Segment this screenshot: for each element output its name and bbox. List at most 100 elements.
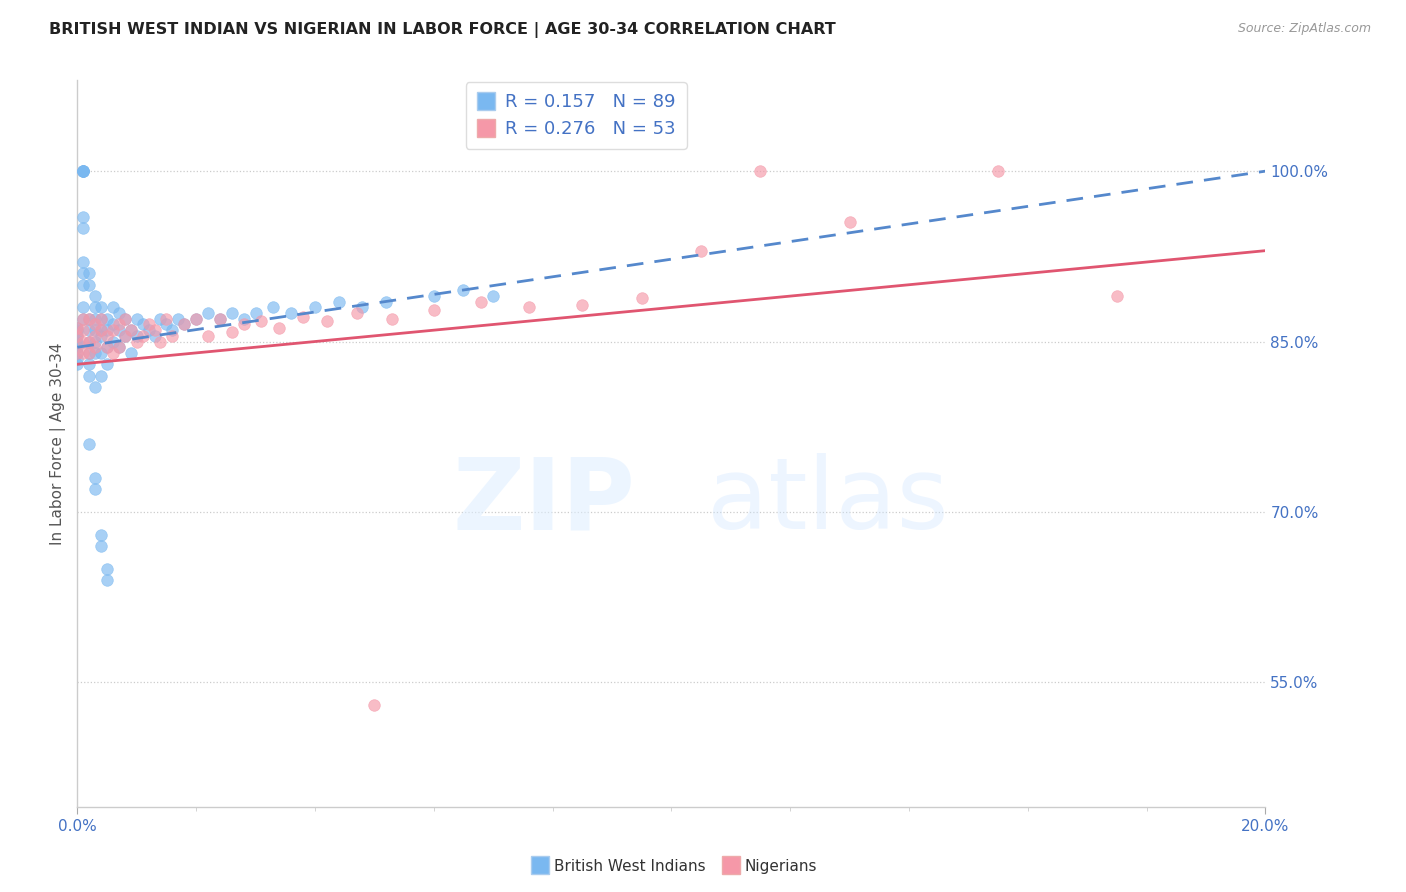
Point xyxy=(90,539,112,553)
Point xyxy=(162,323,184,337)
Point xyxy=(96,562,118,576)
Point xyxy=(197,306,219,320)
Point xyxy=(186,311,208,326)
Point xyxy=(72,221,94,235)
Point xyxy=(72,277,94,292)
Point xyxy=(77,311,100,326)
Point xyxy=(72,164,94,178)
Point xyxy=(90,527,112,541)
Point xyxy=(143,323,166,337)
Point xyxy=(66,346,89,360)
Point xyxy=(77,368,100,383)
Point xyxy=(84,482,107,496)
Point xyxy=(84,471,107,485)
Point xyxy=(90,311,112,326)
Point xyxy=(108,340,131,354)
Point xyxy=(221,306,243,320)
Point xyxy=(66,323,89,337)
Point xyxy=(114,311,136,326)
Point xyxy=(90,368,112,383)
Point xyxy=(375,294,398,309)
Point xyxy=(96,340,118,354)
Point xyxy=(125,311,148,326)
Point xyxy=(346,306,368,320)
Point xyxy=(72,164,94,178)
Point xyxy=(77,277,100,292)
Point xyxy=(72,301,94,315)
Point xyxy=(108,306,131,320)
Point xyxy=(749,164,772,178)
Point xyxy=(84,323,107,337)
Point xyxy=(90,301,112,315)
Point xyxy=(72,266,94,280)
Point xyxy=(84,318,107,332)
Point xyxy=(1105,289,1128,303)
Point xyxy=(381,311,404,326)
Point xyxy=(269,321,291,335)
Point xyxy=(186,311,208,326)
Point xyxy=(77,346,100,360)
Point xyxy=(138,318,160,332)
Point xyxy=(352,301,374,315)
Point xyxy=(77,346,100,360)
Point xyxy=(96,311,118,326)
Point xyxy=(114,311,136,326)
Point xyxy=(90,323,112,337)
Point xyxy=(423,302,446,317)
Point xyxy=(131,318,153,332)
Legend: British West Indians, Nigerians: British West Indians, Nigerians xyxy=(526,853,824,880)
Point xyxy=(120,323,142,337)
Point xyxy=(72,311,94,326)
Point xyxy=(571,298,593,312)
Point xyxy=(453,284,475,298)
Point xyxy=(72,334,94,349)
Point xyxy=(84,329,107,343)
Point xyxy=(482,289,505,303)
Point xyxy=(90,346,112,360)
Point xyxy=(232,318,254,332)
Point xyxy=(90,311,112,326)
Text: atlas: atlas xyxy=(707,453,949,550)
Point xyxy=(90,323,112,337)
Point xyxy=(304,301,326,315)
Point xyxy=(101,318,124,332)
Point xyxy=(96,323,118,337)
Point xyxy=(120,346,142,360)
Point xyxy=(84,311,107,326)
Point xyxy=(208,311,231,326)
Point xyxy=(77,266,100,280)
Text: Source: ZipAtlas.com: Source: ZipAtlas.com xyxy=(1237,22,1371,36)
Point xyxy=(155,311,177,326)
Point xyxy=(208,311,231,326)
Point xyxy=(72,311,94,326)
Point xyxy=(690,244,713,258)
Point xyxy=(630,292,652,306)
Point xyxy=(77,334,100,349)
Point xyxy=(197,329,219,343)
Point xyxy=(517,301,540,315)
Point xyxy=(84,301,107,315)
Point xyxy=(66,357,89,371)
Point xyxy=(77,357,100,371)
Point xyxy=(66,329,89,343)
Point xyxy=(96,357,118,371)
Point xyxy=(125,329,148,343)
Y-axis label: In Labor Force | Age 30-34: In Labor Force | Age 30-34 xyxy=(51,343,66,545)
Point xyxy=(363,698,385,712)
Point xyxy=(101,346,124,360)
Point xyxy=(66,340,89,354)
Point xyxy=(162,329,184,343)
Point xyxy=(149,311,172,326)
Point xyxy=(838,215,860,229)
Point xyxy=(101,301,124,315)
Point xyxy=(66,336,89,351)
Point xyxy=(84,289,107,303)
Point xyxy=(262,301,284,315)
Point xyxy=(77,437,100,451)
Point xyxy=(66,326,89,340)
Point xyxy=(77,311,100,326)
Point xyxy=(315,314,337,328)
Point xyxy=(232,311,254,326)
Point xyxy=(101,334,124,349)
Point xyxy=(149,334,172,349)
